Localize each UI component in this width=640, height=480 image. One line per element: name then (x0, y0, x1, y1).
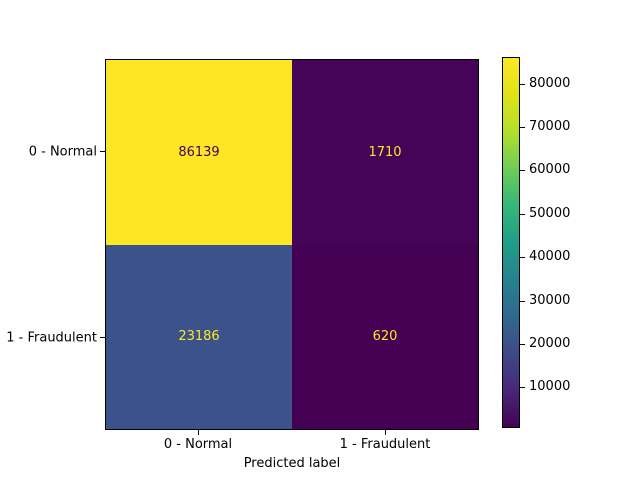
colorbar-tick-label: 60000 (529, 162, 571, 177)
x-tick-label-0: 0 - Normal (163, 437, 233, 452)
colorbar-gradient (502, 57, 520, 428)
colorbar-tick-label: 30000 (529, 293, 571, 308)
x-tick-mark (198, 430, 199, 435)
colorbar-tick-mark (520, 301, 525, 302)
colorbar-tick-mark (520, 127, 525, 128)
colorbar-tick-label: 20000 (529, 336, 571, 351)
colorbar-tick-label: 10000 (529, 379, 571, 394)
matrix-cell-true0-pred0: 86139 (106, 60, 292, 245)
x-tick-mark (385, 430, 386, 435)
colorbar-tick-label: 50000 (529, 206, 571, 221)
y-tick-mark (100, 337, 105, 338)
colorbar-tick-mark (520, 214, 525, 215)
matrix-cell-true0-pred1: 1710 (292, 60, 478, 245)
colorbar-tick-label: 80000 (529, 76, 571, 91)
colorbar-tick-mark (520, 170, 525, 171)
heatmap-plot-area: 86139 1710 23186 620 (105, 59, 479, 430)
colorbar-tick-mark (520, 387, 525, 388)
colorbar-tick-mark (520, 344, 525, 345)
colorbar-tick-label: 70000 (529, 119, 571, 134)
y-tick-label-1: 1 - Fraudulent (6, 330, 97, 346)
y-tick-mark (100, 151, 105, 152)
colorbar-tick-mark (520, 257, 525, 258)
colorbar-tick-mark (520, 84, 525, 85)
x-axis-title: Predicted label (243, 456, 341, 471)
matrix-cell-true1-pred0: 23186 (106, 244, 292, 429)
x-tick-label-1: 1 - Fraudulent (339, 437, 431, 452)
colorbar-tick-label: 40000 (529, 249, 571, 264)
y-tick-label-0: 0 - Normal (28, 144, 97, 160)
matrix-cell-true1-pred1: 620 (292, 244, 478, 429)
